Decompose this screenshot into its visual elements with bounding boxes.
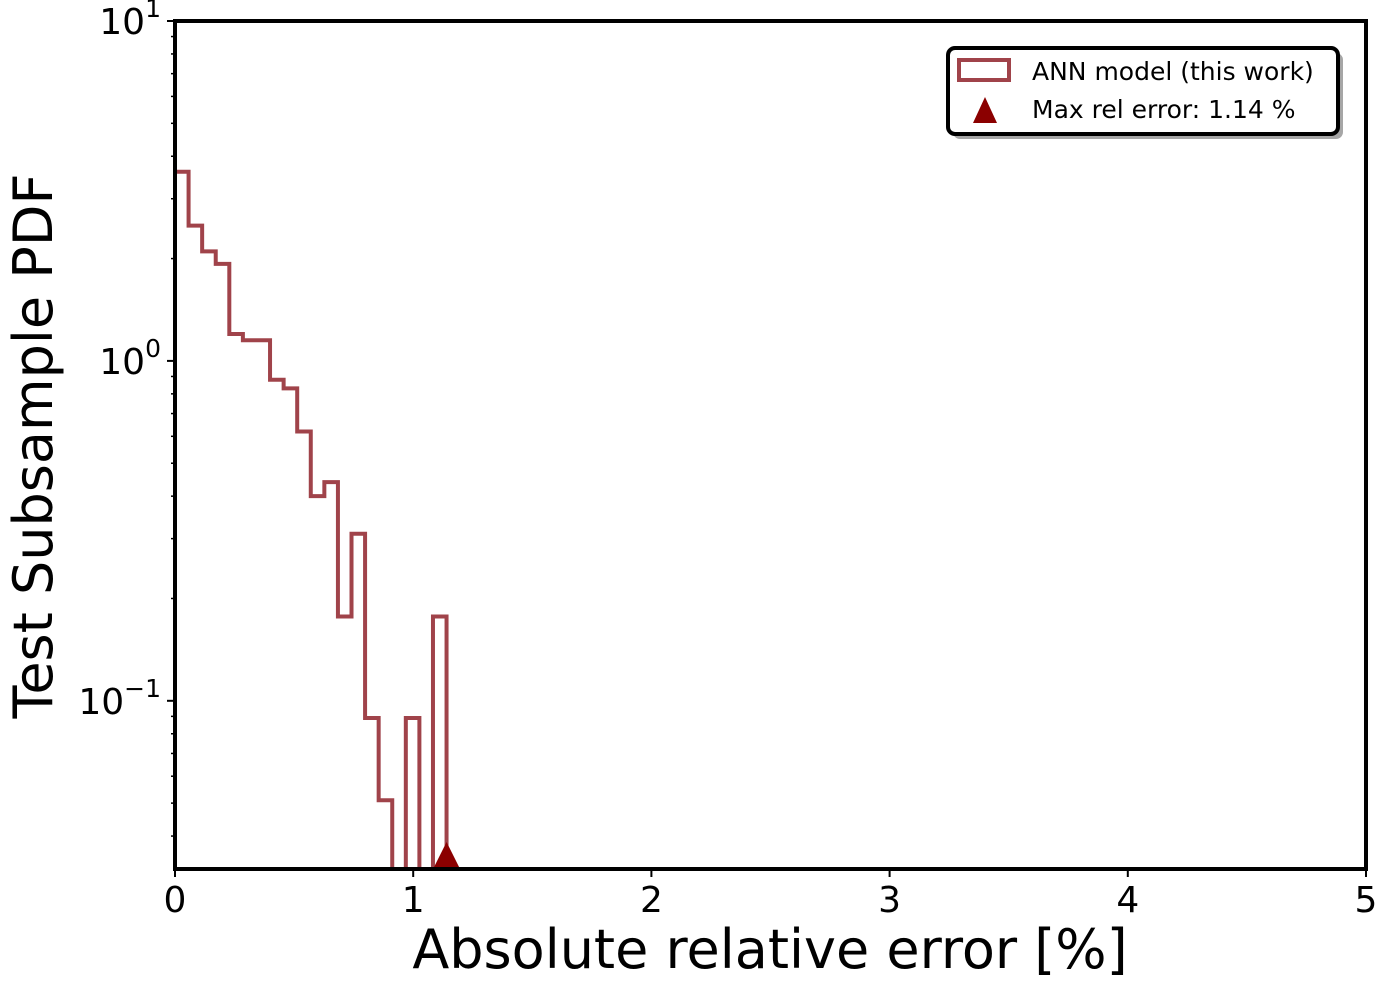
y-tick-label: 10−1 [78,674,161,723]
x-tick-label: 4 [1116,880,1139,921]
max-error-marker [433,842,460,868]
x-tick-label: 5 [1355,880,1378,921]
legend-triangle-marker [973,97,997,123]
legend-label-max-error: Max rel error: 1.14 % [1032,95,1295,124]
plot-frame [173,19,1368,871]
x-axis-title: Absolute relative error [%] [412,918,1127,981]
x-tick-label: 0 [164,880,187,921]
legend-label-ann-model: ANN model (this work) [1032,57,1314,86]
histogram-series-ann-model [175,169,449,869]
legend: ANN model (this work) Max rel error: 1.1… [946,46,1343,139]
plot-area [175,169,460,869]
y-tick-label: 100 [99,334,161,383]
x-tick-label: 2 [640,880,663,921]
x-tick-label: 3 [878,880,901,921]
axes: 0 1 2 3 4 5 101 100 10−1 [78,0,1377,921]
legend-histogram-swatch [957,58,1011,82]
legend-frame [946,46,1340,136]
y-axis-title: Test Subsample PDF [2,174,65,720]
x-tick-label: 1 [402,880,425,921]
y-tick-label: 101 [99,0,161,43]
